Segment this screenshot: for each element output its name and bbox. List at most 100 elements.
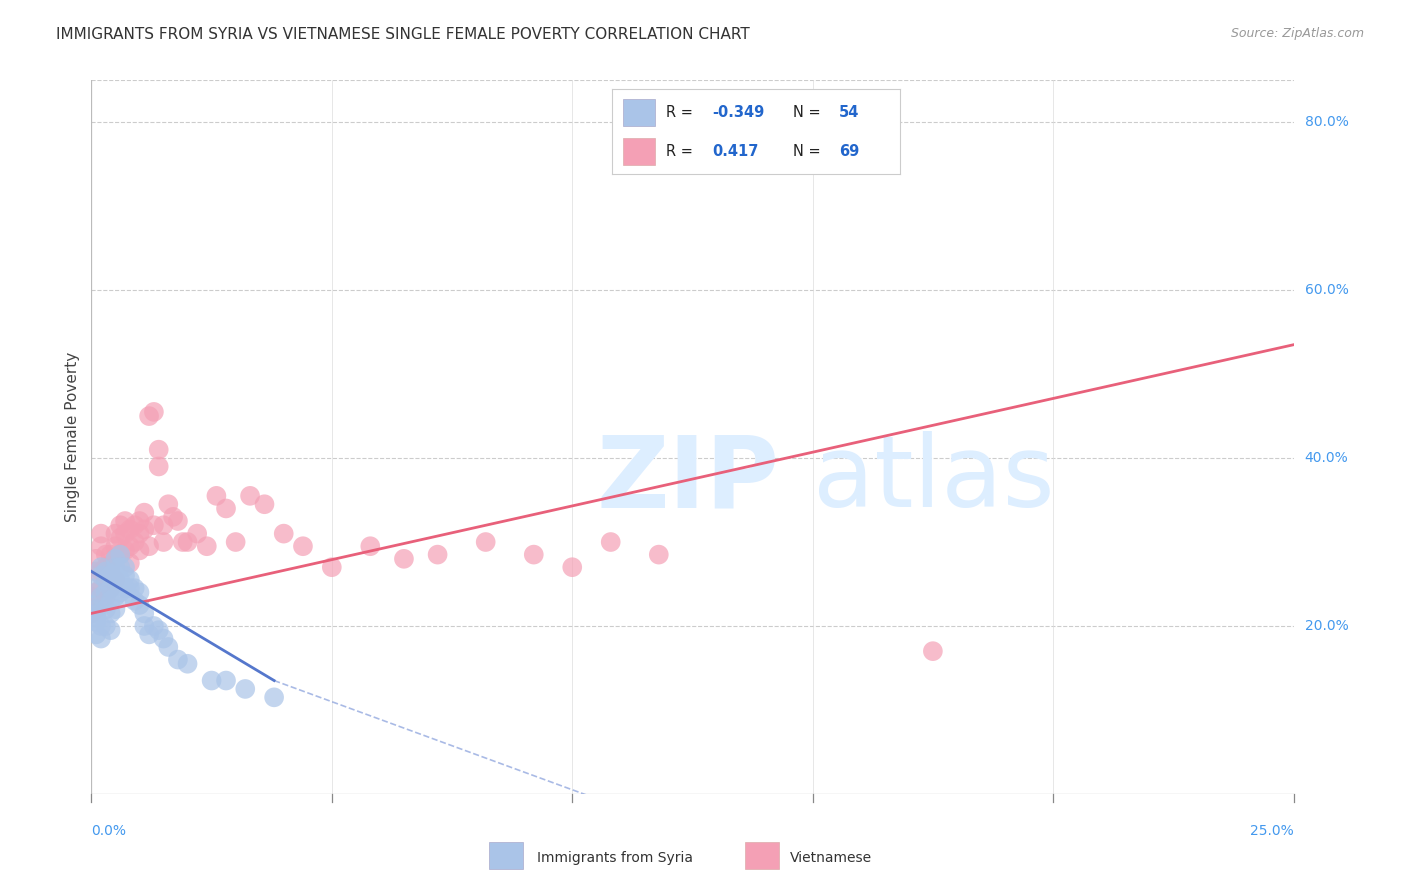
Point bbox=[134, 523, 156, 537]
Point bbox=[263, 690, 285, 705]
Point bbox=[90, 565, 112, 579]
Point bbox=[561, 560, 583, 574]
Point bbox=[392, 551, 415, 566]
Point bbox=[114, 581, 136, 595]
Point bbox=[648, 548, 671, 562]
Point bbox=[90, 539, 112, 553]
Point bbox=[94, 573, 117, 587]
Point bbox=[94, 548, 117, 562]
Point bbox=[124, 518, 146, 533]
Point bbox=[124, 581, 146, 595]
Point bbox=[176, 657, 198, 671]
Point bbox=[94, 585, 117, 599]
Point bbox=[114, 514, 136, 528]
Text: -0.349: -0.349 bbox=[713, 104, 765, 120]
Point bbox=[114, 568, 136, 582]
Point bbox=[359, 539, 381, 553]
Point bbox=[114, 543, 136, 558]
FancyBboxPatch shape bbox=[623, 98, 655, 126]
Point bbox=[94, 565, 117, 579]
Point bbox=[104, 590, 127, 604]
Point bbox=[215, 501, 238, 516]
Point bbox=[84, 602, 107, 616]
FancyBboxPatch shape bbox=[489, 842, 523, 869]
Text: 54: 54 bbox=[839, 104, 859, 120]
Point bbox=[84, 565, 107, 579]
Point bbox=[94, 560, 117, 574]
Point bbox=[100, 565, 122, 579]
Point bbox=[142, 619, 165, 633]
Text: atlas: atlas bbox=[813, 432, 1054, 528]
Text: 40.0%: 40.0% bbox=[1305, 451, 1348, 465]
Point bbox=[94, 602, 117, 616]
Point bbox=[523, 548, 546, 562]
Point bbox=[104, 560, 127, 574]
Point bbox=[90, 590, 112, 604]
Point bbox=[84, 627, 107, 641]
Point bbox=[201, 673, 224, 688]
Point bbox=[110, 560, 132, 574]
Point bbox=[104, 551, 127, 566]
Point bbox=[148, 459, 170, 474]
Point bbox=[90, 581, 112, 595]
Point bbox=[114, 560, 136, 574]
FancyBboxPatch shape bbox=[745, 842, 779, 869]
Text: R =: R = bbox=[666, 144, 697, 159]
Point bbox=[110, 573, 132, 587]
Point bbox=[142, 518, 165, 533]
Point bbox=[118, 573, 141, 587]
Point bbox=[110, 518, 132, 533]
Point bbox=[157, 640, 180, 654]
Text: ZIP: ZIP bbox=[596, 432, 779, 528]
Point bbox=[114, 526, 136, 541]
Text: 60.0%: 60.0% bbox=[1305, 283, 1348, 297]
Y-axis label: Single Female Poverty: Single Female Poverty bbox=[65, 352, 80, 522]
Point bbox=[128, 543, 150, 558]
Point bbox=[104, 539, 127, 553]
Point bbox=[273, 526, 295, 541]
Point bbox=[94, 590, 117, 604]
Text: Vietnamese: Vietnamese bbox=[790, 851, 872, 865]
Text: R =: R = bbox=[666, 104, 697, 120]
Point bbox=[104, 551, 127, 566]
Point bbox=[94, 573, 117, 587]
Point bbox=[110, 585, 132, 599]
Point bbox=[100, 581, 122, 595]
Point bbox=[233, 681, 256, 696]
Point bbox=[922, 644, 945, 658]
Point bbox=[118, 590, 141, 604]
Text: IMMIGRANTS FROM SYRIA VS VIETNAMESE SINGLE FEMALE POVERTY CORRELATION CHART: IMMIGRANTS FROM SYRIA VS VIETNAMESE SING… bbox=[56, 27, 749, 42]
Point bbox=[90, 632, 112, 646]
Point bbox=[142, 405, 165, 419]
Point bbox=[80, 581, 103, 595]
Text: 0.0%: 0.0% bbox=[91, 824, 127, 838]
Point bbox=[104, 526, 127, 541]
Point bbox=[134, 619, 156, 633]
Point bbox=[84, 551, 107, 566]
Point bbox=[426, 548, 449, 562]
Point bbox=[110, 531, 132, 545]
Point bbox=[195, 539, 218, 553]
Text: Source: ZipAtlas.com: Source: ZipAtlas.com bbox=[1230, 27, 1364, 40]
Point bbox=[152, 632, 174, 646]
Text: N =: N = bbox=[793, 104, 825, 120]
Point bbox=[253, 497, 276, 511]
Point bbox=[84, 615, 107, 629]
Point bbox=[215, 673, 238, 688]
Point bbox=[167, 652, 190, 666]
Point bbox=[118, 523, 141, 537]
Point bbox=[100, 581, 122, 595]
Point bbox=[152, 535, 174, 549]
Text: Immigrants from Syria: Immigrants from Syria bbox=[537, 851, 693, 865]
Point bbox=[104, 573, 127, 587]
FancyBboxPatch shape bbox=[623, 137, 655, 165]
Point bbox=[474, 535, 496, 549]
Point bbox=[104, 602, 127, 616]
Point bbox=[84, 585, 107, 599]
Point bbox=[90, 619, 112, 633]
Point bbox=[100, 548, 122, 562]
Text: N =: N = bbox=[793, 144, 825, 159]
Point bbox=[90, 526, 112, 541]
Point bbox=[110, 548, 132, 562]
Point bbox=[167, 514, 190, 528]
